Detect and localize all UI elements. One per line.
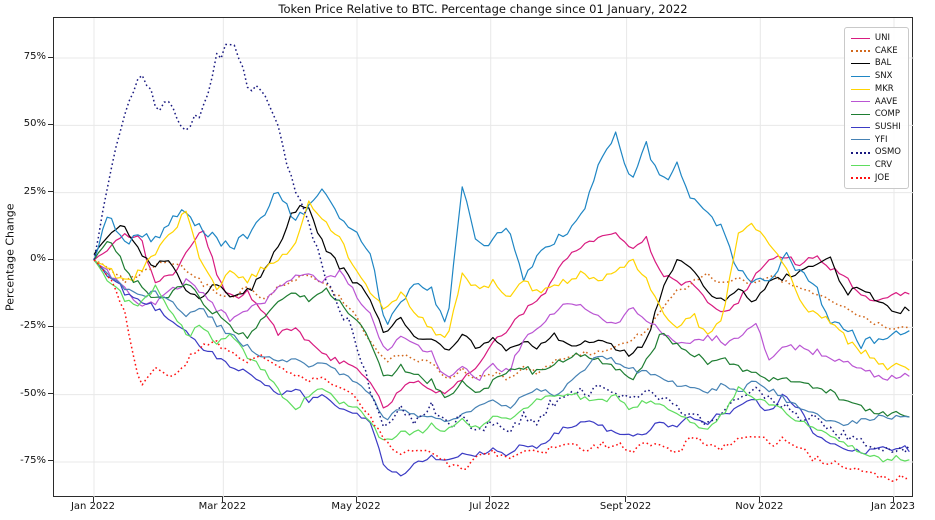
legend-label: UNI [874,33,890,44]
legend-line-swatch [850,139,870,141]
y-tick-label: -75% [20,454,46,466]
x-tick-label: Mar 2022 [198,501,247,512]
legend-line-swatch [850,75,870,77]
x-tick-mark [489,497,491,502]
y-tick-mark [48,460,53,462]
legend-line-swatch [850,37,870,39]
legend-item-UNI: UNI [850,32,901,45]
legend-label: SUSHI [874,121,901,132]
y-tick-label: 25% [23,185,46,197]
legend-line-swatch [850,151,870,154]
legend-item-SUSHI: SUSHI [850,121,901,134]
legend-label: JOE [874,172,890,183]
legend-item-CRV: CRV [850,159,901,172]
legend-item-JOE: JOE [850,172,901,185]
y-tick-mark [48,191,53,193]
legend-label: CRV [874,159,893,170]
legend-label: BAL [874,58,892,69]
y-tick-mark [48,56,53,58]
x-tick-label: Jul 2022 [469,501,511,512]
legend-line-swatch [850,176,870,179]
legend-line-swatch [850,88,870,90]
legend-label: AAVE [874,96,898,107]
y-tick-mark [48,393,53,395]
x-tick-label: Sept 2022 [599,501,652,512]
legend-line-swatch [850,101,870,103]
chart-title: Token Price Relative to BTC. Percentage … [278,2,688,16]
legend-label: MKR [874,83,894,94]
y-tick-label: 75% [23,51,46,62]
x-tick-label: Jan 2023 [870,501,916,512]
chart-canvas [54,18,914,498]
y-tick-mark [48,123,53,125]
y-tick-label: 0% [30,253,46,264]
x-tick-mark [355,497,357,502]
y-tick-mark [48,325,53,327]
legend-label: OSMO [874,147,901,158]
legend-item-OSMO: OSMO [850,146,901,159]
y-tick-label: -50% [20,387,46,399]
legend-label: COMP [874,109,900,120]
legend-item-SNX: SNX [850,70,901,83]
legend-item-MKR: MKR [850,83,901,96]
y-tick-mark [48,258,53,260]
legend-item-AAVE: AAVE [850,95,901,108]
legend-item-YFI: YFI [850,134,901,147]
x-tick-label: Jan 2022 [70,501,116,512]
x-tick-mark [92,497,94,502]
legend-line-swatch [850,126,870,128]
plot-area [53,17,914,498]
y-tick-label: -25% [20,320,46,332]
x-tick-label: Nov 2022 [735,501,784,512]
legend-item-BAL: BAL [850,57,901,70]
x-tick-mark [758,497,760,502]
legend: UNI CAKE BAL SNX MKR AAVE COMP SUSHI YFI OSMO CRV J… [843,27,909,190]
x-tick-label: May 2022 [331,501,381,512]
legend-line-swatch [850,50,870,53]
legend-label: SNX [874,71,893,82]
x-tick-mark [892,497,894,502]
legend-line-swatch [850,63,870,65]
legend-line-swatch [850,164,870,166]
legend-label: YFI [874,134,888,145]
x-tick-mark [625,497,627,502]
legend-item-COMP: COMP [850,108,901,121]
legend-item-CAKE: CAKE [850,45,901,58]
y-tick-label: 50% [23,118,46,130]
legend-line-swatch [850,113,870,115]
x-tick-mark [221,497,223,502]
legend-label: CAKE [874,45,898,56]
